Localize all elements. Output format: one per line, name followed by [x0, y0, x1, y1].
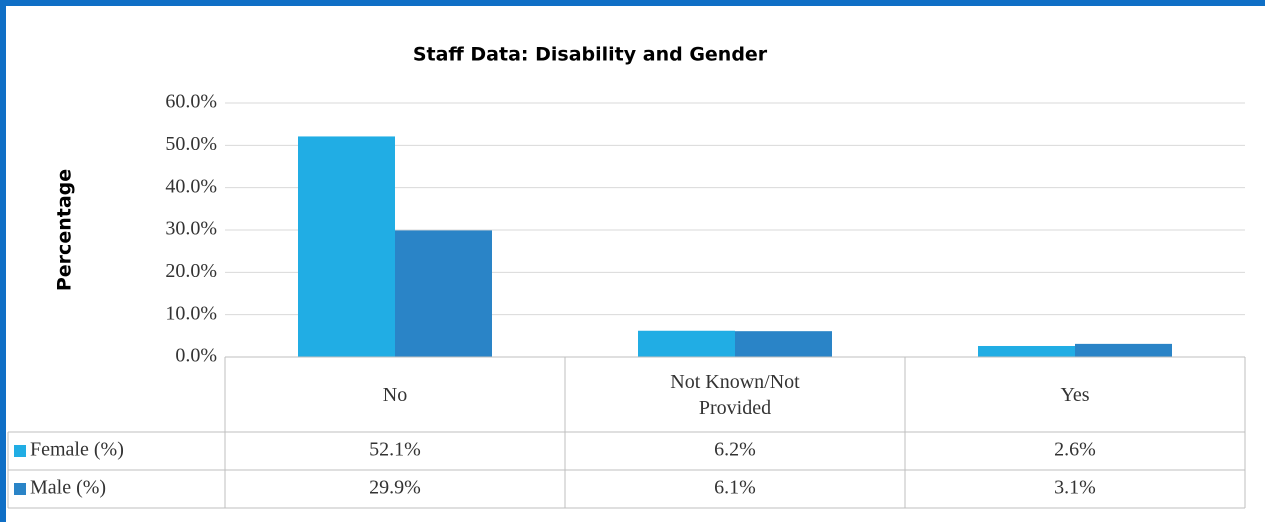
bar: [978, 345, 1075, 357]
chart-title: Staff Data: Disability and Gender: [413, 44, 768, 66]
y-tick-label: 50.0%: [165, 133, 217, 155]
y-tick-label: 20.0%: [165, 260, 217, 282]
legend-label: Male (%): [30, 477, 106, 499]
x-tick-label: No: [382, 383, 408, 406]
bar: [298, 136, 395, 357]
y-tick-label: 0.0%: [175, 345, 217, 367]
legend-swatch: [14, 445, 26, 457]
table-value: 2.6%: [1054, 439, 1096, 461]
y-axis-label: Percentage: [54, 169, 76, 291]
table-value: 3.1%: [1054, 477, 1096, 499]
bar: [638, 330, 735, 357]
table-value: 29.9%: [369, 477, 421, 499]
legend-swatch: [14, 483, 26, 495]
legend-label: Female (%): [30, 439, 124, 461]
table-value: 6.1%: [714, 477, 756, 499]
y-tick-label: 60.0%: [165, 91, 217, 113]
y-tick-label: 30.0%: [165, 218, 217, 240]
table-value: 52.1%: [369, 439, 421, 461]
x-tick-label: Not Known/Not Provided: [670, 370, 800, 419]
bar: [735, 331, 832, 357]
y-tick-label: 10.0%: [165, 302, 217, 324]
bar: [395, 230, 492, 357]
table-value: 6.2%: [714, 439, 756, 461]
y-tick-label: 40.0%: [165, 175, 217, 197]
bar: [1075, 343, 1172, 357]
x-tick-label: Yes: [1060, 383, 1090, 406]
